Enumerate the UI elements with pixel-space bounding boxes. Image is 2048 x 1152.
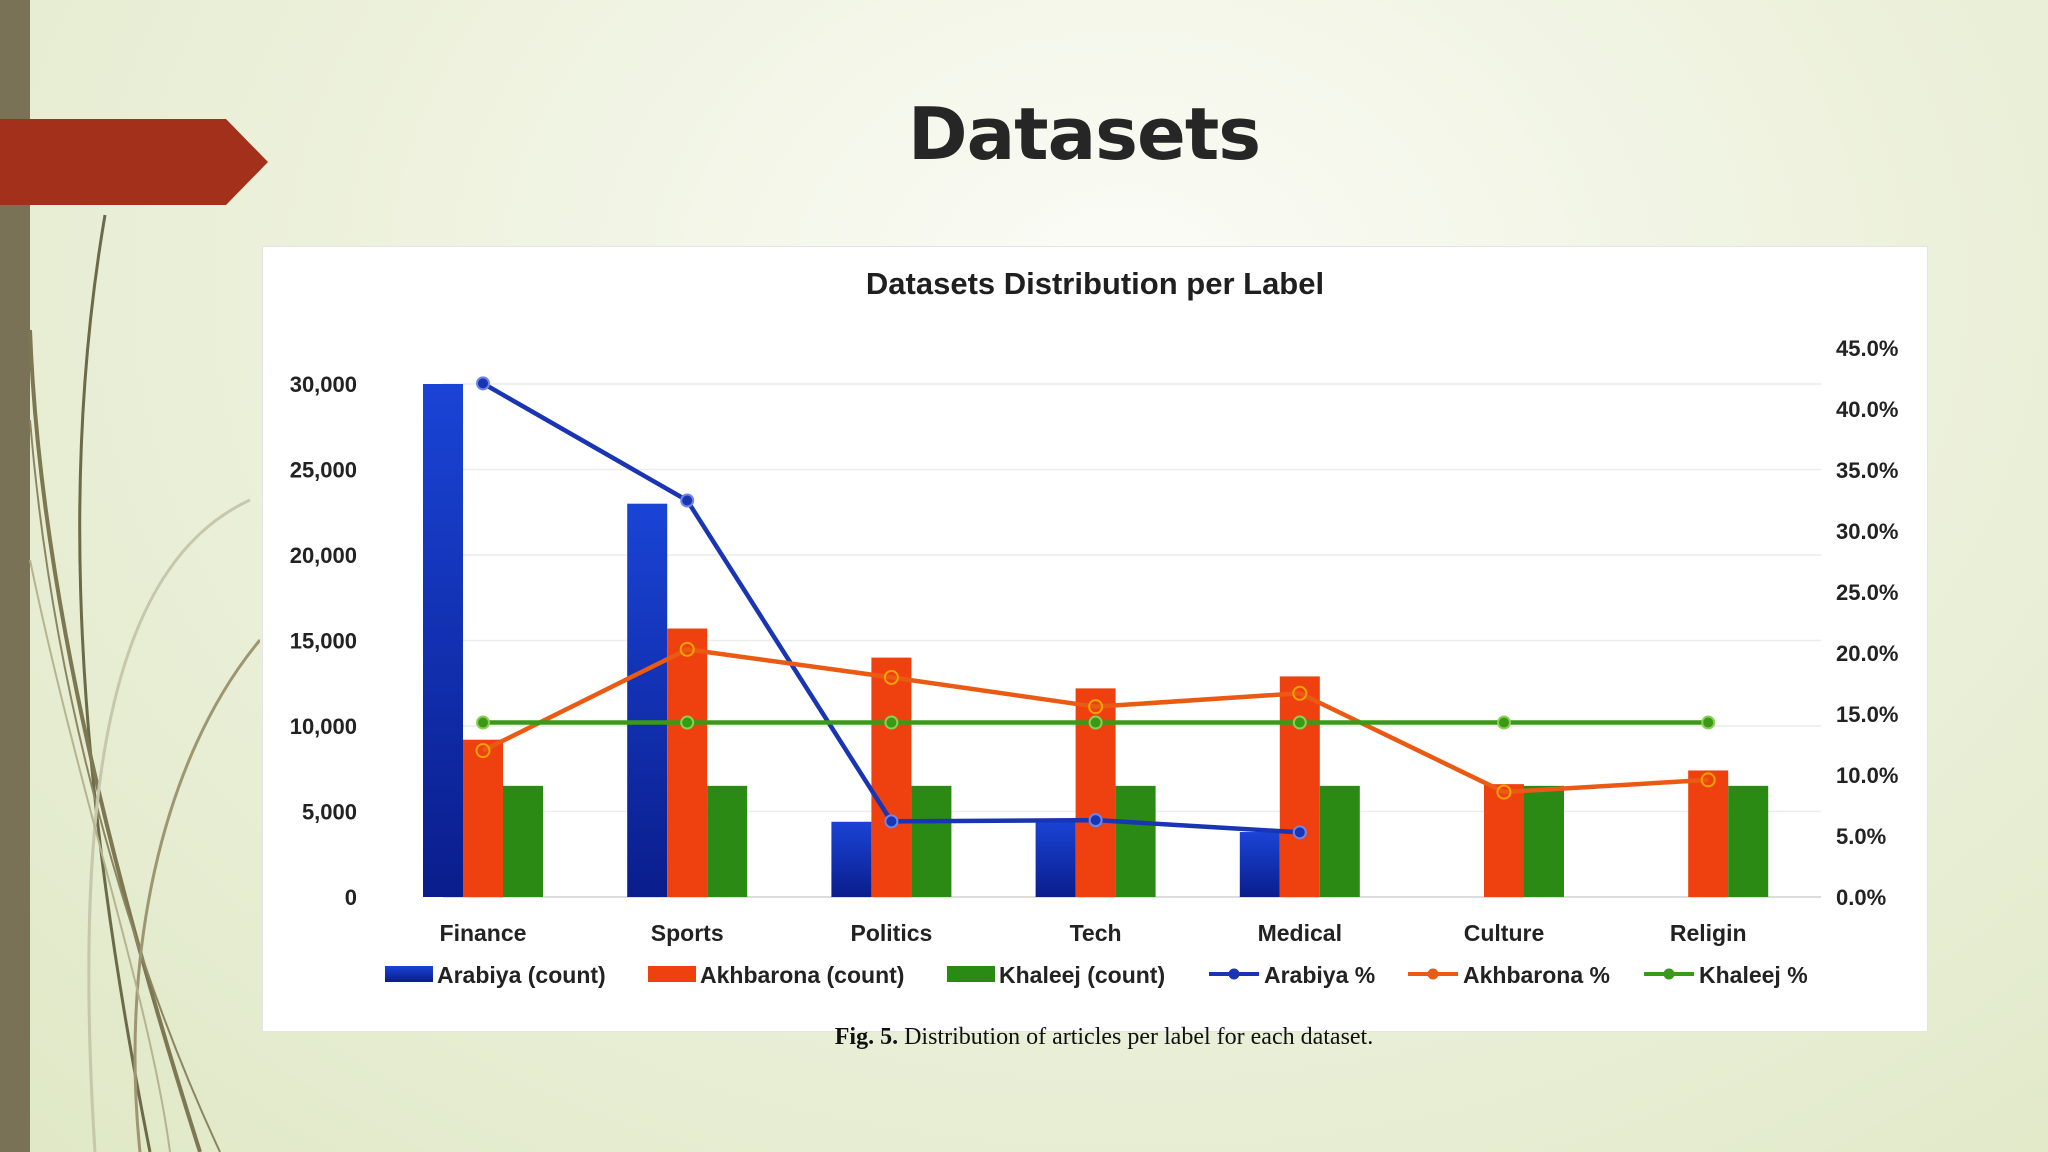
y2-tick-label: 35.0% xyxy=(1836,458,1898,483)
bar-khaleej-count- xyxy=(503,785,543,897)
title-accent-arrow xyxy=(0,119,268,205)
point-arabiya- xyxy=(1292,825,1307,840)
point-arabiya- xyxy=(476,376,490,391)
bar-akhbarona-count- xyxy=(463,739,503,897)
legend-marker xyxy=(1663,968,1675,980)
point-akhbarona-pct xyxy=(1088,699,1104,715)
y2-tick-label: 45.0% xyxy=(1836,336,1898,361)
bar-akhbarona-count- xyxy=(1484,784,1524,897)
y-tick-label: 30,000 xyxy=(290,372,357,397)
legend-label: Arabiya % xyxy=(1264,962,1375,988)
y-tick-label: 10,000 xyxy=(290,714,357,739)
x-tick-label: Finance xyxy=(440,920,527,946)
legend-marker xyxy=(1228,968,1240,980)
y2-tick-label: 20.0% xyxy=(1836,641,1898,666)
line-akhbarona- xyxy=(482,647,1709,795)
legend-label: Akhbarona % xyxy=(1463,962,1610,988)
bar-arabiya-count- xyxy=(1035,820,1076,897)
bar-khaleej-count- xyxy=(1524,785,1564,897)
x-tick-label: Culture xyxy=(1464,920,1545,946)
y-tick-label: 5,000 xyxy=(302,800,357,825)
slide-title: Datasets xyxy=(907,92,1261,176)
bar-khaleej-count- xyxy=(1115,785,1156,897)
point-khaleej- xyxy=(1497,715,1511,730)
y2-tick-label: 25.0% xyxy=(1836,580,1898,605)
bar-khaleej-count- xyxy=(1319,785,1360,897)
y-tick-label: 0 xyxy=(345,885,357,910)
y2-tick-label: 10.0% xyxy=(1836,763,1898,788)
x-tick-label: Religin xyxy=(1670,920,1747,946)
point-khaleej- xyxy=(1292,715,1307,730)
x-tick-label: Sports xyxy=(651,920,724,946)
legend-label: Khaleej (count) xyxy=(999,962,1165,988)
bar-arabiya-count- xyxy=(627,503,668,897)
point-arabiya- xyxy=(884,814,899,829)
point-khaleej- xyxy=(1701,715,1716,730)
x-tick-label: Medical xyxy=(1258,920,1342,946)
bar-akhbarona-count- xyxy=(667,628,708,897)
point-khaleej- xyxy=(884,715,899,730)
y-tick-label: 15,000 xyxy=(290,629,357,654)
chart-panel: Datasets Distribution per Label 0 5,000 10,… xyxy=(262,246,1928,1032)
point-arabiya- xyxy=(1088,813,1103,828)
decorative-swooshes xyxy=(28,214,260,1152)
chart-title: Datasets Distribution per Label xyxy=(866,266,1324,301)
figure-caption: Fig. 5. Distribution of articles per lab… xyxy=(0,1024,2048,1051)
x-tick-label: Tech xyxy=(1070,920,1122,946)
bar-khaleej-count- xyxy=(707,785,748,897)
y2-tick-label: 30.0% xyxy=(1836,519,1898,544)
bar-akhbarona-count- xyxy=(871,657,912,897)
point-khaleej- xyxy=(1088,715,1103,730)
combo-chart: Datasets Distribution per Label 0 5,000 10,… xyxy=(290,266,1899,988)
bar-arabiya-count- xyxy=(1239,832,1280,897)
caption-text: Distribution of articles per label for e… xyxy=(904,1024,1374,1050)
legend-marker xyxy=(1427,968,1439,980)
legend-label: Arabiya (count) xyxy=(437,962,606,988)
bar-arabiya-count- xyxy=(423,384,463,897)
point-khaleej- xyxy=(680,715,695,730)
legend-label: Khaleej % xyxy=(1699,962,1808,988)
point-akhbarona-pct xyxy=(1292,685,1308,701)
bar-arabiya-count- xyxy=(831,821,872,897)
y2-tick-label: 0.0% xyxy=(1836,885,1886,910)
point-akhbarona-pct xyxy=(679,641,695,657)
bar-akhbarona-count- xyxy=(1279,676,1320,897)
y2-tick-label: 40.0% xyxy=(1836,397,1898,422)
point-khaleej- xyxy=(476,715,490,730)
point-akhbarona-pct xyxy=(883,669,899,685)
y2-tick-label: 15.0% xyxy=(1836,702,1898,727)
bar-akhbarona-count- xyxy=(1688,770,1729,897)
y-tick-label: 20,000 xyxy=(290,543,357,568)
point-akhbarona-pct xyxy=(475,743,491,759)
x-tick-label: Politics xyxy=(850,920,932,946)
caption-label: Fig. 5. xyxy=(834,1024,899,1050)
legend-swatch xyxy=(385,966,433,982)
legend-label: Akhbarona (count) xyxy=(700,962,904,988)
y-tick-label: 25,000 xyxy=(290,458,357,483)
bar-khaleej-count- xyxy=(911,785,952,897)
point-akhbarona-pct xyxy=(1700,772,1716,788)
y2-tick-label: 5.0% xyxy=(1836,824,1886,849)
legend-swatch xyxy=(947,966,995,982)
legend-swatch xyxy=(648,966,696,982)
point-akhbarona-pct xyxy=(1496,784,1512,800)
point-arabiya- xyxy=(680,493,695,508)
bar-khaleej-count- xyxy=(1728,785,1769,897)
